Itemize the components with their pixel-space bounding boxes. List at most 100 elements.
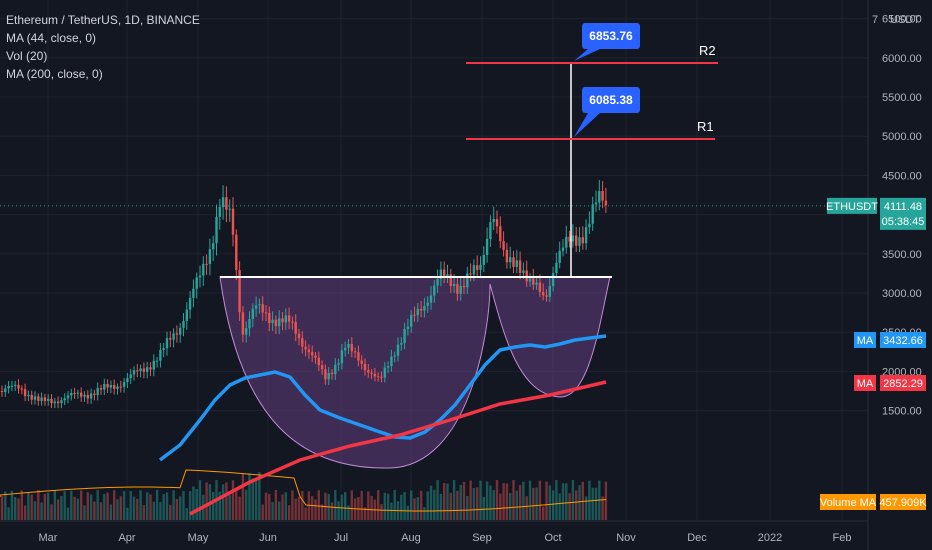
candle-body — [604, 200, 608, 206]
candle-body — [452, 283, 456, 287]
ma200-value: 2852.29 — [883, 378, 923, 390]
candle-body — [281, 318, 284, 323]
candle-body — [4, 388, 7, 392]
candle-body — [33, 396, 37, 400]
candle-body — [228, 208, 231, 210]
volume-bar — [205, 482, 208, 520]
candle-body — [337, 363, 340, 365]
candle-body — [287, 315, 291, 322]
candle-body — [334, 364, 337, 375]
candle-body — [594, 202, 598, 205]
y-tick-label: 1500.00 — [882, 406, 922, 418]
candle-body — [485, 238, 489, 256]
volume-bar — [479, 480, 482, 520]
moving-average-lines — [158, 334, 607, 516]
volume-bar — [400, 494, 403, 520]
volume-bar — [558, 493, 561, 520]
candle-body — [116, 386, 119, 389]
candle-body — [297, 333, 301, 339]
volume-bar — [264, 492, 268, 520]
candle-body — [205, 263, 208, 265]
candle-body — [251, 308, 254, 320]
candle-body — [568, 236, 571, 242]
last-price-badge — [880, 197, 926, 230]
volume-bar — [113, 490, 116, 520]
volume-bar — [386, 493, 390, 520]
x-tick-label: Jun — [259, 532, 277, 544]
candle-body — [248, 319, 251, 329]
indicator-ma200[interactable]: MA (200, close, 0) — [6, 67, 103, 81]
candle-body — [367, 370, 370, 373]
candle-body — [66, 395, 70, 399]
candle-body — [522, 270, 525, 274]
candle-body — [136, 370, 139, 372]
volume-bar — [248, 473, 251, 520]
ma44-value: 3432.66 — [883, 335, 923, 347]
candle-body — [20, 388, 23, 390]
volume-bar — [522, 481, 525, 520]
candle-body — [317, 357, 320, 366]
volume-bar — [476, 487, 479, 520]
candle-body — [76, 392, 80, 394]
volume-bar — [512, 480, 515, 520]
x-tick-label: Oct — [544, 532, 561, 544]
volume-bar — [436, 480, 439, 520]
volume-bar — [416, 497, 419, 520]
volume-bar — [294, 498, 297, 520]
callout-pointer — [574, 49, 600, 61]
volume-bar — [47, 492, 50, 520]
volume-bar — [330, 502, 334, 520]
volume-bar — [139, 490, 142, 520]
x-tick-label: Apr — [118, 532, 135, 544]
candle-body — [492, 219, 495, 223]
x-tick-label: Aug — [401, 532, 421, 544]
candle-body — [235, 234, 238, 271]
candle-body — [386, 366, 390, 368]
callout-pointer — [574, 113, 600, 137]
candle-body — [380, 376, 383, 378]
volume-bar — [456, 490, 459, 520]
indicator-ma44[interactable]: MA (44, close, 0) — [6, 31, 97, 45]
ma200-value-badge — [880, 375, 926, 391]
volume-bar — [482, 496, 485, 520]
volume-bar — [126, 507, 129, 520]
candle-body — [489, 222, 492, 239]
volume-bar — [410, 490, 413, 520]
indicator-volume[interactable]: Vol (20) — [6, 49, 48, 63]
volume-bar — [152, 501, 155, 520]
volume-bar — [10, 490, 14, 520]
candle-body — [212, 243, 215, 250]
volume-bar — [287, 505, 291, 520]
volume-bar — [469, 480, 472, 520]
volume-bar — [254, 481, 258, 520]
candle-body — [126, 378, 129, 383]
candle-body — [363, 363, 367, 371]
volume-bar — [344, 492, 347, 520]
candle-body — [502, 241, 505, 250]
candle-body — [528, 278, 532, 282]
candle-body — [278, 318, 281, 327]
volume-bar — [360, 490, 363, 520]
x-tick-label: Jul — [334, 532, 348, 544]
chart-grid — [0, 0, 868, 520]
volume-bar — [542, 506, 545, 520]
volume-bar — [60, 496, 63, 520]
volume-bar — [439, 493, 443, 520]
volume-bar — [377, 490, 380, 520]
volume-bar — [281, 494, 284, 520]
volume-bar — [149, 494, 152, 520]
candle-body — [261, 304, 264, 313]
candle-body — [538, 282, 542, 292]
x-tick-label: 2022 — [758, 532, 782, 544]
volume-bar — [142, 505, 146, 520]
candle-body — [169, 338, 172, 340]
candle-body — [179, 327, 182, 335]
volume-bar — [363, 507, 367, 520]
candle-body — [294, 322, 297, 334]
candle-body — [499, 226, 502, 242]
volume-bar — [99, 502, 103, 520]
volume-bar — [429, 485, 433, 520]
candle-body — [377, 376, 380, 378]
volume-bar — [452, 480, 456, 520]
